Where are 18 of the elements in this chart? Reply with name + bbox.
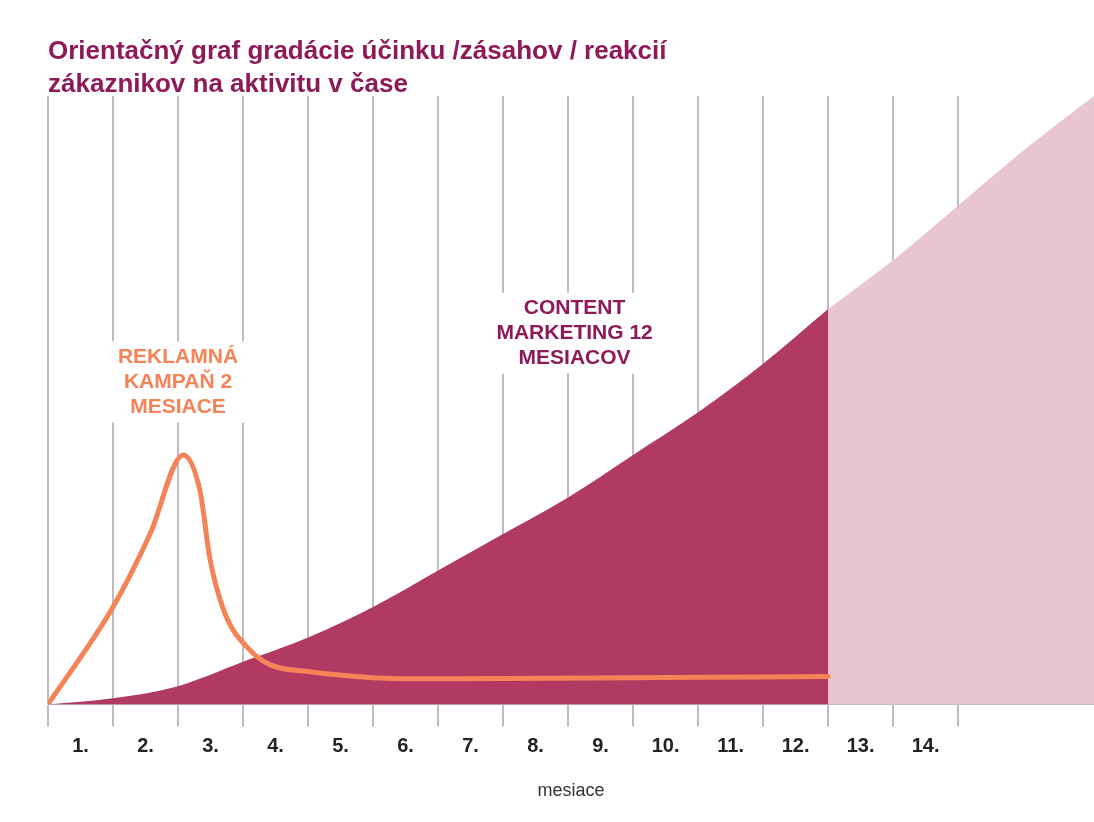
x-tick-label: 7.: [462, 733, 479, 756]
chart-title: Orientačný graf gradácie účinku /zásahov / reakcií zákaznikov na aktivitu v čase: [48, 34, 668, 98]
x-tick-label: 12.: [781, 733, 810, 756]
x-tick-label: 5.: [332, 733, 349, 756]
x-tick-label: 9.: [592, 733, 609, 756]
x-tick-label: 8.: [527, 733, 544, 756]
x-tick-label: 14.: [911, 733, 940, 756]
x-tick-label: 10.: [651, 733, 680, 756]
text: CONTENT MARKETING 12 MESIACOV: [496, 295, 653, 369]
x-tick-label: 3.: [202, 733, 219, 756]
x-tick-label: 4.: [267, 733, 284, 756]
text: REKLAMNÁ KAMPAŇ 2 MESIACE: [117, 343, 239, 417]
x-axis-title: mesiace: [537, 780, 605, 801]
x-tick-label: 13.: [846, 733, 875, 756]
x-tick-label: 1.: [72, 733, 89, 756]
x-tick-label: 2.: [137, 733, 154, 756]
x-tick-label: 6.: [397, 733, 414, 756]
x-tick-label: 11.: [717, 733, 744, 756]
